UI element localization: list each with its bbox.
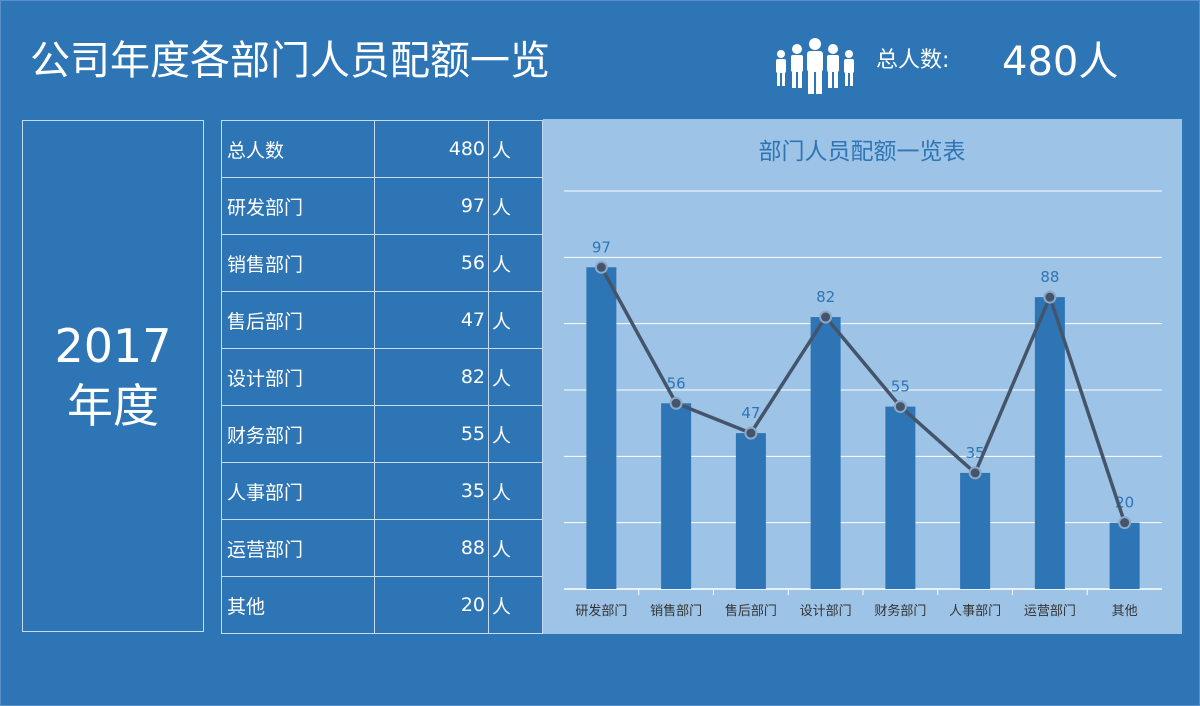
x-tick-label: 研发部门 xyxy=(575,603,627,619)
dept-count: 56 xyxy=(374,234,489,292)
total-value: 480人 xyxy=(1002,39,1119,85)
data-label: 55 xyxy=(891,378,910,396)
x-tick-label: 运营部门 xyxy=(1024,604,1076,619)
dept-unit: 人 xyxy=(488,405,543,463)
line-point xyxy=(1118,516,1132,530)
line-point xyxy=(594,260,608,274)
dept-unit: 人 xyxy=(488,348,543,406)
data-label: 82 xyxy=(816,288,835,306)
dept-name: 其他 xyxy=(221,576,375,634)
x-tick-label: 财务部门 xyxy=(874,603,926,619)
dept-name: 销售部门 xyxy=(221,234,375,292)
data-label: 56 xyxy=(667,374,686,392)
people-icon xyxy=(776,38,854,94)
dept-name: 运营部门 xyxy=(221,519,375,577)
line-point xyxy=(893,400,907,414)
table-row: 售后部门 47 人 xyxy=(221,291,543,349)
page-title: 公司年度各部门人员配额一览 xyxy=(30,38,550,84)
line-point xyxy=(744,426,758,440)
x-tick-label: 其他 xyxy=(1112,604,1138,619)
table-row: 研发部门 97 人 xyxy=(221,177,543,235)
x-tick-label: 人事部门 xyxy=(949,604,1001,619)
dept-name: 总人数 xyxy=(221,120,375,178)
table-row: 总人数 480 人 xyxy=(221,120,543,178)
data-label: 97 xyxy=(592,238,611,256)
dept-count: 20 xyxy=(374,576,489,634)
bar xyxy=(885,406,916,589)
bar xyxy=(810,317,841,589)
x-tick-label: 销售部门 xyxy=(650,603,702,619)
dept-count: 35 xyxy=(374,462,489,520)
chart-panel: 部门人员配额一览表 97 研发部门 56 销售部门 47 售后部门 82 设计部门 55 财务部门 3… xyxy=(543,119,1182,634)
line-point xyxy=(669,396,683,410)
dept-unit: 人 xyxy=(488,576,543,634)
bar xyxy=(586,267,617,589)
data-label: 47 xyxy=(741,404,760,422)
data-label: 88 xyxy=(1040,268,1059,286)
dept-name: 设计部门 xyxy=(221,348,375,406)
table-row: 财务部门 55 人 xyxy=(221,405,543,463)
dept-unit: 人 xyxy=(488,177,543,235)
bar xyxy=(960,472,991,589)
dept-count: 97 xyxy=(374,177,489,235)
bar xyxy=(735,433,766,589)
dept-name: 售后部门 xyxy=(221,291,375,349)
dept-unit: 人 xyxy=(488,120,543,178)
dept-unit: 人 xyxy=(488,291,543,349)
bar xyxy=(1034,297,1065,589)
year-box: 2017 年度 xyxy=(22,120,204,632)
table-row: 其他 20 人 xyxy=(221,576,543,634)
chart-title: 部门人员配额一览表 xyxy=(759,139,966,165)
bar xyxy=(661,403,692,589)
dept-name: 人事部门 xyxy=(221,462,375,520)
dept-unit: 人 xyxy=(488,519,543,577)
dept-count: 88 xyxy=(374,519,489,577)
total-label: 总人数: xyxy=(876,48,950,73)
line-point xyxy=(968,466,982,480)
dept-unit: 人 xyxy=(488,462,543,520)
dept-count: 55 xyxy=(374,405,489,463)
dept-name: 研发部门 xyxy=(221,177,375,235)
bar xyxy=(1109,522,1140,589)
table-row: 设计部门 82 人 xyxy=(221,348,543,406)
table-row: 人事部门 35 人 xyxy=(221,462,543,520)
series-line xyxy=(599,266,1127,524)
table-row: 运营部门 88 人 xyxy=(221,519,543,577)
line-point xyxy=(819,310,833,324)
dept-count: 82 xyxy=(374,348,489,406)
dept-unit: 人 xyxy=(488,234,543,292)
line-point xyxy=(1043,290,1057,304)
dept-name: 财务部门 xyxy=(221,405,375,463)
department-table: 总人数 480 人研发部门 97 人销售部门 56 人售后部门 47 人设计部门 82 人财务部门 5… xyxy=(221,120,543,634)
x-tick-label: 售后部门 xyxy=(725,603,777,619)
x-tick-label: 设计部门 xyxy=(800,604,852,619)
dept-count: 47 xyxy=(374,291,489,349)
year-label: 年度 xyxy=(67,379,159,433)
quota-chart: 部门人员配额一览表97研发部门56销售部门47售后部门82设计部门55财务部门3… xyxy=(564,139,1162,619)
table-row: 销售部门 56 人 xyxy=(221,234,543,292)
dept-count: 480 xyxy=(374,120,489,178)
year-number: 2017 xyxy=(54,319,172,373)
